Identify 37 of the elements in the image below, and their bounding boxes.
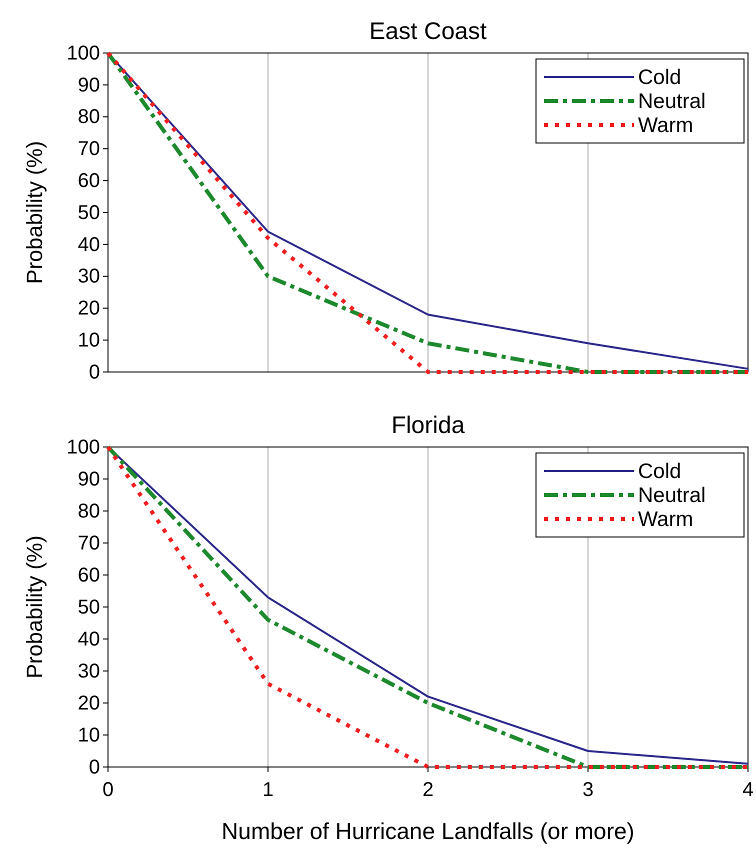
y-tick-label: 100	[66, 42, 100, 64]
y-tick-label: 0	[88, 756, 100, 778]
y-axis-title: Probability (%)	[22, 535, 47, 679]
chart-title: Florida	[391, 412, 466, 439]
legend-label: Neutral	[638, 484, 706, 507]
y-tick-label: 60	[78, 170, 100, 192]
y-tick-label: 80	[78, 106, 100, 128]
x-tick-label: 3	[582, 779, 594, 802]
y-tick-label: 30	[78, 266, 100, 288]
x-tick-label: 1	[262, 779, 274, 802]
x-tick-label: 4	[742, 779, 754, 802]
y-tick-label: 50	[78, 596, 100, 618]
legend-label: Warm	[638, 508, 694, 531]
legend-label: Neutral	[638, 90, 706, 113]
y-tick-label: 10	[78, 330, 100, 352]
y-tick-label: 30	[78, 660, 100, 682]
y-tick-label: 100	[66, 436, 100, 458]
y-tick-label: 70	[78, 138, 100, 160]
x-axis-title: Number of Hurricane Landfalls (or more)	[222, 818, 634, 844]
y-tick-label: 0	[88, 361, 100, 384]
y-tick-label: 40	[78, 234, 100, 256]
y-tick-label: 90	[78, 468, 100, 490]
y-tick-label: 80	[78, 500, 100, 522]
y-tick-label: 50	[78, 202, 100, 224]
x-tick-label: 2	[422, 779, 434, 802]
y-tick-label: 10	[78, 724, 100, 746]
legend-label: Cold	[638, 66, 682, 89]
y-tick-label: 90	[78, 74, 100, 96]
legend-label: Cold	[638, 460, 682, 483]
y-tick-label: 70	[78, 532, 100, 554]
y-tick-label: 20	[78, 298, 100, 320]
y-tick-label: 20	[78, 692, 100, 714]
chart-title: East Coast	[369, 18, 488, 45]
y-axis-title: Probability (%)	[22, 140, 47, 284]
y-tick-label: 40	[78, 628, 100, 650]
y-tick-label: 60	[78, 564, 100, 586]
legend-label: Warm	[638, 114, 694, 137]
